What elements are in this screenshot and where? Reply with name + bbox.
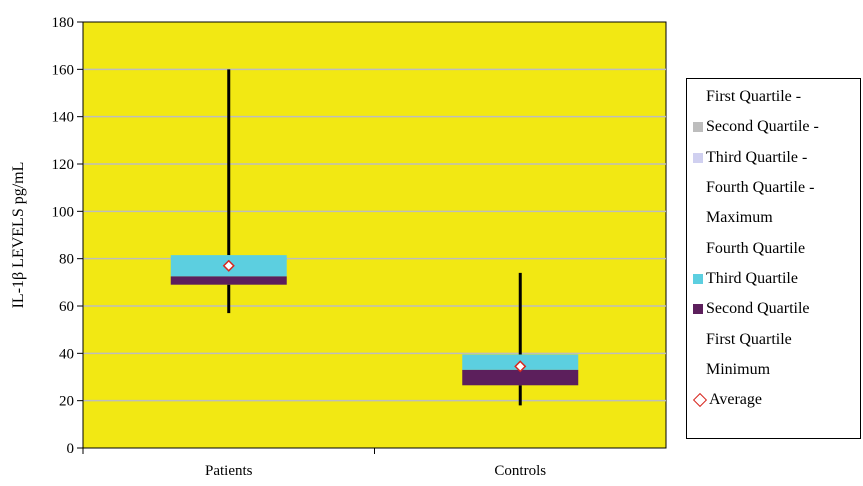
legend-label: Third Quartile (706, 269, 798, 287)
y-tick-label: 0 (67, 441, 75, 457)
legend-item: Maximum (693, 203, 860, 233)
legend-label: Minimum (706, 360, 771, 378)
legend-spacer (693, 335, 703, 345)
y-tick-label: 20 (59, 394, 74, 410)
legend-label: Second Quartile - (706, 118, 819, 136)
y-axis-title: IL-1β LEVELS pg/mL (10, 162, 27, 309)
legend-item: Second Quartile - (693, 112, 860, 142)
y-tick-label: 160 (52, 62, 75, 78)
legend: First Quartile - Second Quartile - Third Q… (686, 78, 861, 439)
x-tick-label: Patients (205, 463, 253, 479)
legend-item: Average (692, 385, 860, 415)
y-tick-label: 100 (52, 204, 75, 220)
legend-diamond-icon (692, 393, 708, 408)
legend-swatch (693, 122, 703, 133)
legend-item: Fourth Quartile - (693, 173, 860, 203)
y-tick-label: 80 (59, 252, 74, 268)
legend-label: Third Quartile - (706, 148, 808, 166)
legend-label: Fourth Quartile (706, 239, 806, 257)
legend-spacer (693, 244, 703, 254)
y-tick-label: 120 (52, 157, 75, 173)
plot-area (82, 21, 667, 449)
x-tick-label: Controls (494, 463, 546, 479)
legend-swatch (693, 152, 703, 163)
legend-item: Third Quartile (693, 264, 860, 294)
legend-swatch (693, 273, 703, 284)
second-quartile-box (462, 369, 579, 386)
legend-item: Second Quartile (693, 294, 860, 324)
average-marker (222, 259, 235, 272)
legend-swatch (693, 304, 703, 315)
y-tick-label: 40 (59, 346, 74, 362)
legend-item: Minimum (693, 355, 860, 385)
legend-item: First Quartile - (693, 82, 860, 112)
legend-item: First Quartile (693, 324, 860, 354)
legend-spacer (693, 183, 703, 193)
legend-label: Fourth Quartile - (706, 179, 815, 197)
legend-spacer (693, 213, 703, 223)
legend-label: Second Quartile (706, 300, 810, 318)
legend-item: Third Quartile - (693, 143, 860, 173)
average-marker (514, 360, 527, 373)
legend-label: First Quartile - (706, 88, 802, 106)
second-quartile-box (170, 276, 287, 285)
legend-spacer (693, 365, 703, 375)
y-tick-label: 140 (52, 110, 75, 126)
legend-label: Maximum (706, 209, 773, 227)
legend-label: Average (709, 391, 762, 409)
legend-spacer (693, 92, 703, 102)
legend-item: Fourth Quartile (693, 233, 860, 263)
legend-label: First Quartile (706, 330, 792, 348)
y-tick-label: 60 (59, 299, 74, 315)
y-tick-label: 180 (52, 15, 75, 31)
